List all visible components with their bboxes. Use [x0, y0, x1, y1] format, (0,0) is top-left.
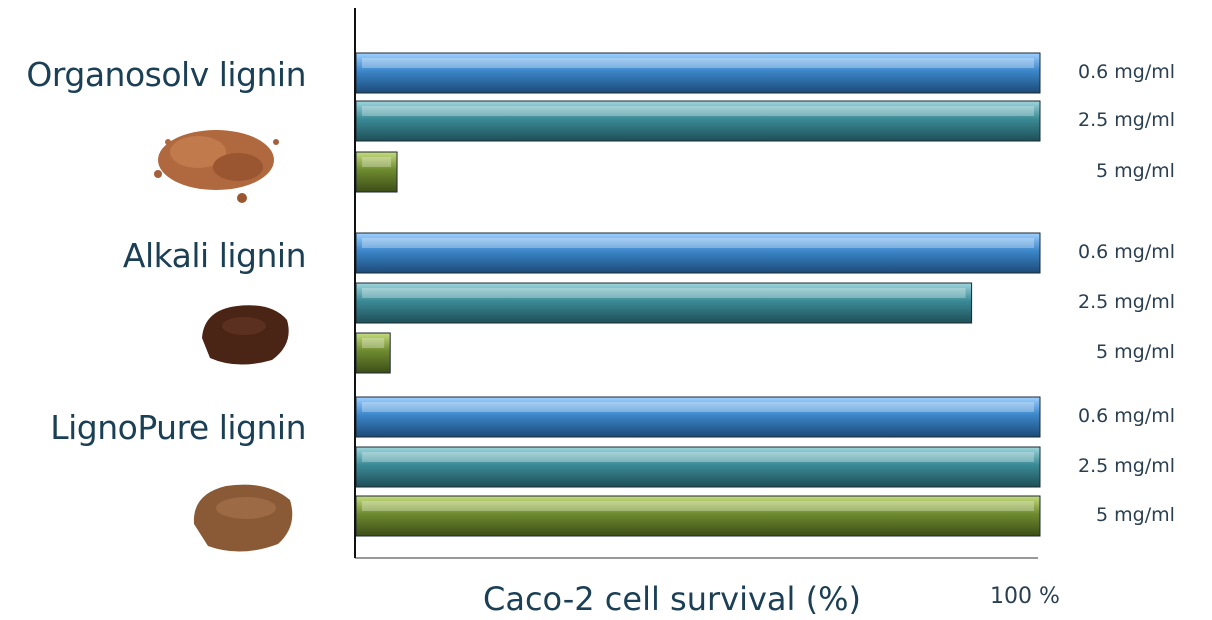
- dose-label-3-1: 0.6 mg/ml: [1078, 405, 1176, 427]
- bars-layer: [355, 52, 1041, 537]
- group-label-lignopure: LignoPure lignin: [50, 408, 306, 447]
- alkali-powder-image: [202, 305, 289, 365]
- bar-2-1: [355, 232, 1041, 274]
- dose-label-3-3: 5 mg/ml: [1096, 504, 1175, 526]
- bar-3-1: [355, 396, 1041, 438]
- x-axis-max-label: 100 %: [990, 584, 1060, 609]
- x-axis-title: Caco-2 cell survival (%): [483, 580, 861, 618]
- dose-label-3-2: 2.5 mg/ml: [1078, 455, 1176, 477]
- bar-1-2: [355, 100, 1041, 142]
- organosolv-powder-image: [154, 130, 279, 203]
- bar-1-3: [355, 151, 398, 193]
- lignopure-powder-image: [193, 484, 293, 552]
- dose-label-2-3: 5 mg/ml: [1096, 341, 1175, 363]
- dose-label-1-1: 0.6 mg/ml: [1078, 61, 1176, 83]
- group-label-alkali: Alkali lignin: [122, 236, 307, 275]
- bar-2-3: [355, 332, 391, 374]
- dose-label-1-3: 5 mg/ml: [1096, 160, 1175, 182]
- dose-label-2-2: 2.5 mg/ml: [1078, 291, 1176, 313]
- bar-2-2: [355, 282, 973, 324]
- dose-label-1-2: 2.5 mg/ml: [1078, 109, 1176, 131]
- bar-1-1: [355, 52, 1041, 94]
- dose-label-2-1: 0.6 mg/ml: [1078, 241, 1176, 263]
- bar-3-2: [355, 446, 1041, 488]
- group-label-organosolv: Organosolv lignin: [26, 55, 306, 94]
- bar-3-3: [355, 495, 1041, 537]
